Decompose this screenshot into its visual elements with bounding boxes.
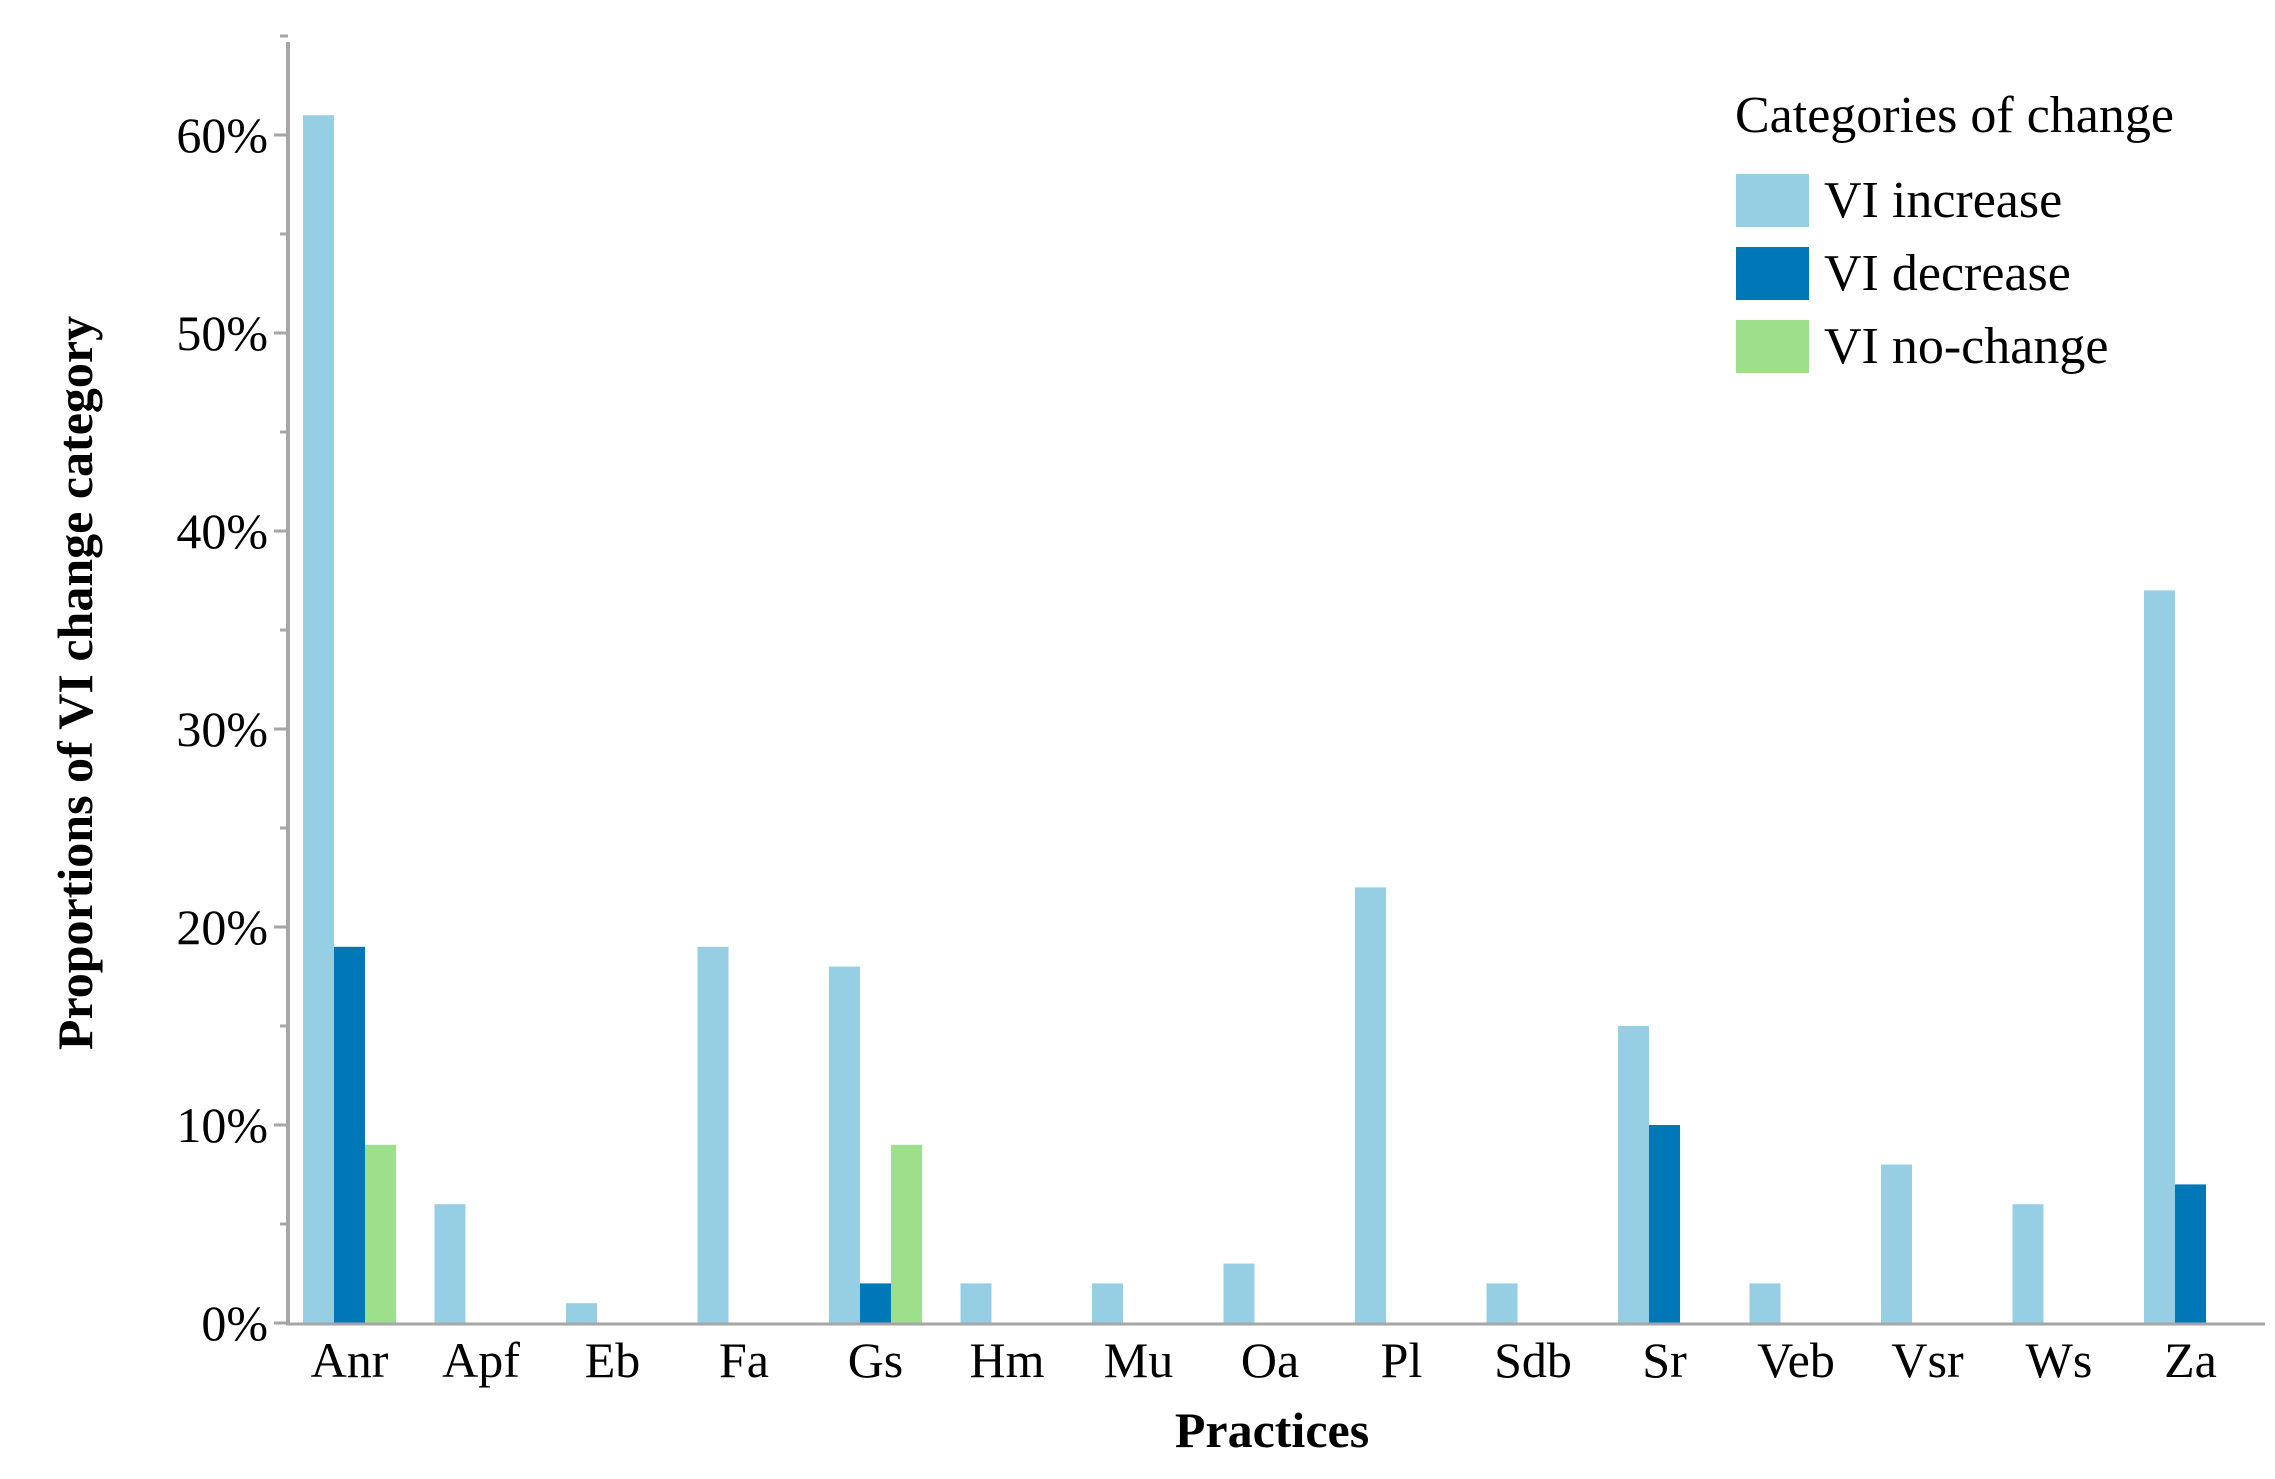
legend-title: Categories of change (1735, 87, 2174, 144)
legend-label-vi-increase: VI increase (1824, 172, 2062, 229)
x-tick-label-mu: Mu (1104, 1332, 1173, 1388)
y-ticks-group: 0% 10% 20% 30% 40% 50% 60% (176, 34, 288, 1351)
bar-oa-vi-increase (1223, 1263, 1255, 1323)
x-axis-title: Practices (1175, 1402, 1369, 1458)
bar-sdb-vi-increase (1486, 1283, 1518, 1323)
legend-swatch-vi-no-change (1736, 320, 1809, 373)
bar-fa-vi-increase (697, 946, 729, 1323)
x-tick-label-anr: Anr (311, 1332, 389, 1388)
bars-group (303, 115, 2206, 1324)
x-tick-label-sr: Sr (1642, 1332, 1687, 1388)
x-tick-label-eb: Eb (585, 1332, 641, 1388)
x-tick-label-gs: Gs (848, 1332, 904, 1388)
x-tick-label-ws: Ws (2026, 1332, 2093, 1388)
y-tick-label: 30% (176, 701, 268, 757)
bar-sr-vi-increase (1618, 1026, 1649, 1323)
bar-gs-vi-no-change (891, 1144, 922, 1323)
x-tick-label-oa: Oa (1241, 1332, 1299, 1388)
bar-gs-vi-decrease (860, 1283, 891, 1323)
x-tick-label-vsr: Vsr (1891, 1332, 1964, 1388)
x-tick-label-fa: Fa (719, 1332, 769, 1388)
bar-anr-vi-increase (303, 115, 334, 1324)
bar-za-vi-increase (2144, 590, 2175, 1323)
bar-ws-vi-increase (2012, 1204, 2044, 1323)
x-tick-label-veb: Veb (1757, 1332, 1835, 1388)
x-tick-label-pl: Pl (1381, 1332, 1423, 1388)
y-tick-label: 10% (176, 1097, 268, 1153)
legend-swatch-vi-decrease (1736, 247, 1809, 300)
bar-veb-vi-increase (1749, 1283, 1781, 1323)
y-axis-title: Proportions of VI change category (47, 316, 103, 1050)
x-tick-label-apf: Apf (442, 1332, 520, 1388)
legend-label-vi-no-change: VI no-change (1824, 318, 2108, 375)
bar-eb-vi-increase (566, 1303, 597, 1323)
x-tick-labels-group: Anr Apf Eb Fa Gs Hm Mu Oa Pl Sdb Sr Veb Vsr Ws Za (311, 1332, 2217, 1388)
y-tick-label: 0% (201, 1295, 268, 1351)
bar-vsr-vi-increase (1881, 1164, 1912, 1323)
legend-swatch-vi-increase (1736, 174, 1809, 227)
legend: Categories of change VI increase VI decre… (1735, 87, 2174, 375)
x-tick-label-hm: Hm (970, 1332, 1045, 1388)
bar-pl-vi-increase (1355, 887, 1386, 1323)
bar-anr-vi-decrease (334, 946, 365, 1323)
x-tick-label-za: Za (2164, 1332, 2217, 1388)
bar-gs-vi-increase (829, 966, 860, 1323)
y-tick-label: 20% (176, 899, 268, 955)
legend-label-vi-decrease: VI decrease (1824, 245, 2071, 302)
axes-group (286, 42, 2265, 1326)
y-tick-label: 40% (176, 503, 268, 559)
bar-sr-vi-decrease (1649, 1125, 1680, 1323)
x-tick-label-sdb: Sdb (1494, 1332, 1572, 1388)
bar-hm-vi-increase (960, 1283, 992, 1323)
bar-apf-vi-increase (434, 1204, 466, 1323)
y-tick-label: 50% (176, 305, 268, 361)
bar-za-vi-decrease (2175, 1184, 2206, 1323)
bar-anr-vi-no-change (365, 1144, 396, 1323)
bar-mu-vi-increase (1092, 1283, 1123, 1323)
y-tick-label: 60% (176, 107, 268, 163)
